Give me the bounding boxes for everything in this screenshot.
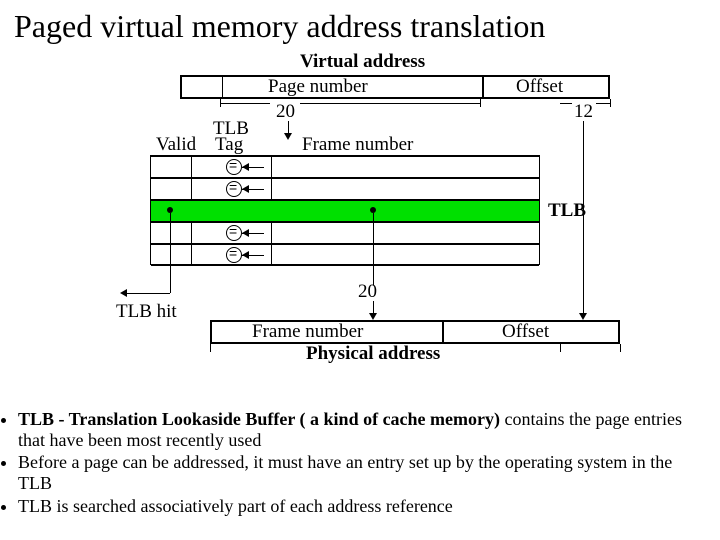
tlb-label: TLB [548, 200, 586, 222]
comparator-icon [226, 159, 242, 175]
virtual-address-heading: Virtual address [300, 51, 425, 73]
valid-label: Valid [156, 134, 196, 156]
frame-bits-out: 20 [358, 281, 377, 303]
tlb-table [150, 155, 540, 265]
comparator-icon [226, 181, 242, 197]
tlb-tag-label: Tag [215, 134, 243, 156]
bullet-list: TLB - Translation Lookaside Buffer ( a k… [0, 403, 720, 516]
tlb-hit-label: TLB hit [116, 301, 177, 323]
comparator-icon [226, 225, 242, 241]
bullet-strong: TLB - Translation Lookaside Buffer ( a k… [18, 409, 505, 429]
offset-label: Offset [516, 76, 563, 98]
physical-address-heading: Physical address [306, 343, 440, 365]
comparator-icon [226, 247, 242, 263]
pa-offset-label: Offset [502, 321, 549, 343]
bullet-item: Before a page can be addressed, it must … [18, 452, 690, 493]
page-bits: 20 [276, 101, 295, 123]
offset-bits: 12 [574, 101, 593, 123]
bullet-item: TLB is searched associatively part of ea… [18, 496, 690, 517]
bullet-item: TLB - Translation Lookaside Buffer ( a k… [18, 409, 690, 450]
tlb-frame-label: Frame number [302, 134, 413, 156]
page-title: Paged virtual memory address translation [0, 0, 720, 45]
diagram: Virtual address Page number Offset 20 12… [0, 45, 720, 385]
page-number-label: Page number [268, 76, 368, 98]
pa-frame-label: Frame number [252, 321, 363, 343]
